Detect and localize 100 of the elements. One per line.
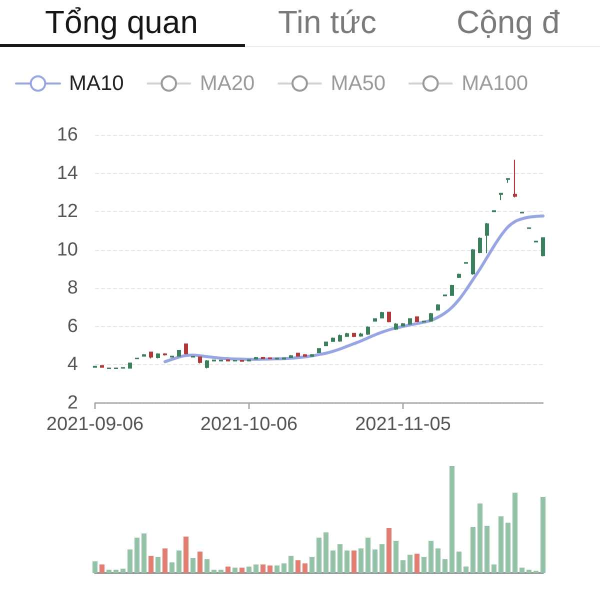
candlestick bbox=[408, 318, 412, 326]
bar bbox=[232, 568, 238, 573]
candlestick bbox=[170, 355, 174, 358]
candlestick bbox=[303, 354, 307, 358]
bar bbox=[134, 538, 140, 573]
bar bbox=[190, 558, 196, 573]
bar bbox=[520, 568, 524, 573]
bar bbox=[268, 566, 272, 573]
x-tick-label: 2021-09-06 bbox=[46, 414, 144, 435]
y-tick-label: 16 bbox=[56, 124, 78, 146]
bar bbox=[296, 560, 300, 573]
candlestick bbox=[366, 326, 370, 336]
bar bbox=[120, 568, 126, 573]
legend-label: MA100 bbox=[462, 72, 528, 95]
candlestick bbox=[471, 248, 475, 276]
bar bbox=[302, 563, 308, 573]
bar bbox=[212, 570, 216, 573]
candlestick bbox=[401, 322, 405, 327]
bar bbox=[92, 561, 98, 573]
bar bbox=[380, 544, 384, 573]
bar bbox=[428, 540, 434, 573]
y-tick-label: 6 bbox=[67, 316, 78, 337]
bar bbox=[282, 563, 286, 573]
candlestick bbox=[296, 352, 300, 358]
candlestick bbox=[450, 284, 454, 296]
bar bbox=[394, 540, 398, 573]
text: Cộng đ bbox=[456, 4, 560, 40]
bar bbox=[114, 570, 118, 573]
y-tick-label: 12 bbox=[56, 201, 78, 222]
bar bbox=[358, 548, 364, 573]
y-tick-label: 4 bbox=[67, 354, 78, 376]
bar bbox=[246, 566, 252, 573]
bar bbox=[492, 564, 496, 573]
bar bbox=[204, 559, 210, 573]
bar bbox=[408, 554, 412, 573]
text: Tin tức bbox=[278, 4, 376, 40]
candlestick bbox=[149, 351, 153, 359]
bar bbox=[344, 550, 350, 573]
bar bbox=[274, 566, 280, 573]
bar bbox=[478, 503, 482, 573]
bar bbox=[330, 550, 336, 573]
bar bbox=[324, 532, 328, 573]
bar bbox=[464, 566, 468, 573]
bar bbox=[386, 528, 392, 573]
candlestick bbox=[289, 354, 293, 358]
legend-label: MA20 bbox=[200, 72, 255, 95]
candlestick bbox=[485, 222, 489, 254]
bar bbox=[442, 559, 448, 573]
bar bbox=[106, 570, 112, 573]
bar bbox=[540, 497, 546, 573]
candlestick bbox=[513, 159, 517, 198]
bar bbox=[100, 564, 104, 573]
candlestick bbox=[240, 360, 244, 362]
bar bbox=[470, 526, 476, 573]
bar bbox=[198, 552, 202, 573]
text: Tổng quan bbox=[45, 4, 198, 40]
candlestick bbox=[184, 342, 188, 355]
candlestick bbox=[478, 236, 482, 254]
bar bbox=[128, 549, 132, 573]
candlestick bbox=[394, 322, 398, 330]
bar bbox=[176, 550, 182, 573]
y-tick-label: 8 bbox=[67, 278, 78, 299]
bar bbox=[506, 522, 510, 573]
candlestick bbox=[226, 359, 230, 362]
bar bbox=[450, 466, 454, 573]
candlestick bbox=[310, 354, 314, 358]
line-series bbox=[164, 214, 544, 364]
candlestick bbox=[282, 357, 286, 360]
legend-label: MA50 bbox=[330, 72, 386, 95]
candlestick bbox=[331, 337, 335, 342]
candlestick bbox=[317, 348, 321, 354]
x-tick-label: 2021-11-05 bbox=[355, 414, 451, 435]
bar bbox=[310, 556, 314, 573]
candlestick bbox=[373, 318, 377, 322]
bar bbox=[338, 544, 342, 573]
candlestick bbox=[205, 360, 209, 369]
candlestick bbox=[177, 349, 181, 358]
bar bbox=[218, 570, 224, 573]
bar bbox=[254, 564, 258, 573]
bar bbox=[484, 526, 490, 573]
bar bbox=[170, 562, 174, 573]
candlestick bbox=[275, 357, 279, 360]
bar bbox=[366, 538, 370, 573]
candlestick bbox=[492, 210, 496, 212]
candlestick bbox=[142, 354, 146, 357]
candlestick bbox=[429, 312, 433, 322]
bar bbox=[184, 536, 188, 573]
bar bbox=[240, 568, 244, 573]
candlestick bbox=[100, 364, 104, 368]
candlestick bbox=[380, 311, 384, 319]
candlestick bbox=[261, 356, 265, 360]
candlestick bbox=[338, 334, 342, 342]
bar bbox=[512, 492, 518, 573]
candlestick bbox=[436, 304, 440, 311]
bar bbox=[498, 516, 504, 573]
candlestick bbox=[415, 316, 419, 323]
candlestick bbox=[156, 352, 160, 359]
candlestick bbox=[499, 192, 503, 201]
bar bbox=[526, 570, 532, 573]
bar bbox=[422, 556, 426, 573]
